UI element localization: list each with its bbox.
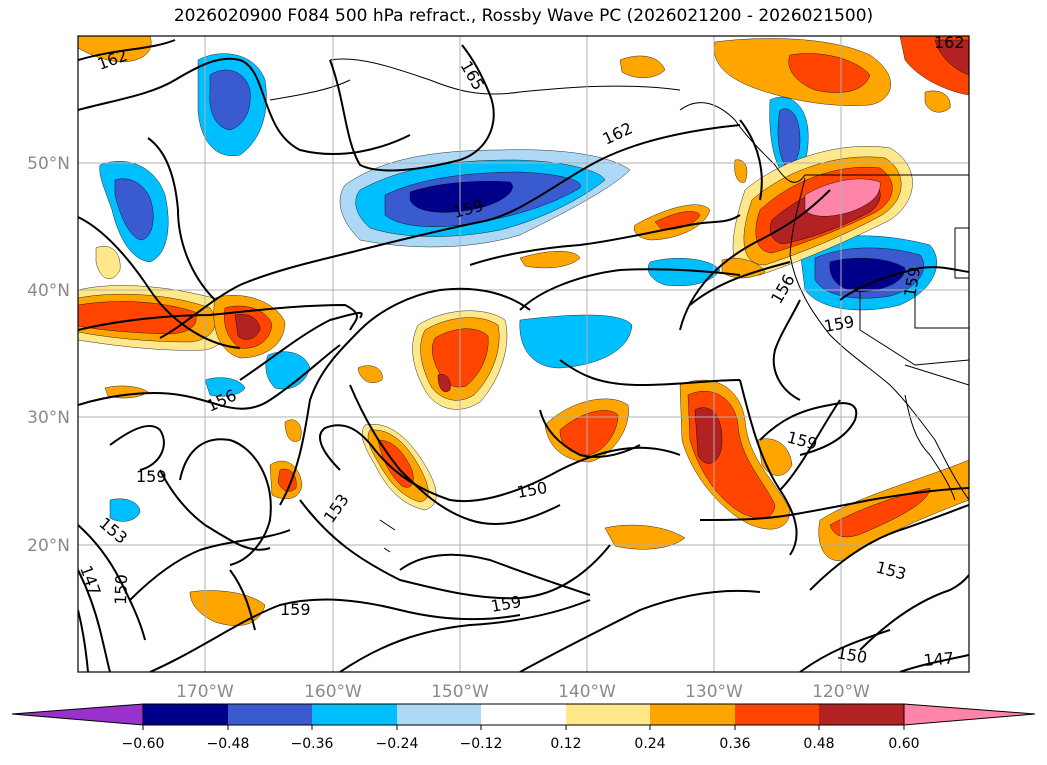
colorbar-extend-min [11, 703, 144, 726]
colorbar-tick-label: −0.36 [291, 736, 334, 752]
colorbar-segment [397, 704, 481, 725]
colorbar-tick-label: −0.48 [207, 736, 250, 752]
contour-label: 159 [280, 600, 311, 619]
map-canvas [78, 36, 969, 672]
colorbar-tick-label: −0.60 [122, 736, 165, 752]
contour-label: 147 [923, 648, 955, 670]
lat-label: 30°N [27, 408, 70, 428]
lat-label: 50°N [27, 154, 70, 174]
colorbar-segment [228, 704, 312, 725]
lat-label: 40°N [27, 281, 70, 301]
colorbar-segment [312, 704, 397, 725]
contour-label: 162 [934, 33, 965, 52]
colorbar-tick-label: −0.24 [376, 736, 419, 752]
colorbar-tick-label: 0.60 [888, 736, 919, 752]
colorbar-tick-label: 0.36 [719, 736, 750, 752]
longitude-labels: 170°W 160°W 150°W 140°W 130°W 120°W [176, 682, 870, 702]
lon-label: 120°W [812, 682, 870, 702]
lon-label: 150°W [431, 682, 489, 702]
lon-label: 130°W [685, 682, 743, 702]
colorbar-segment [143, 704, 228, 725]
refractivity-contours [78, 39, 969, 672]
colorbar: −0.60 −0.48 −0.36 −0.24 −0.12 0.12 0.24 … [11, 703, 1036, 752]
lon-label: 160°W [304, 682, 362, 702]
colorbar-segment [566, 704, 650, 725]
lon-label: 170°W [176, 682, 234, 702]
coastlines [269, 58, 969, 553]
gridlines [78, 36, 969, 672]
lat-label: 20°N [27, 536, 70, 556]
colorbar-tick-label: 0.24 [634, 736, 665, 752]
colorbar-segment [735, 704, 819, 725]
lon-label: 140°W [558, 682, 616, 702]
colorbar-extend-max [903, 703, 1036, 726]
contour-label: 159 [136, 467, 167, 486]
map-frame [77, 35, 970, 673]
colorbar-tick-label: 0.12 [550, 736, 581, 752]
latitude-labels: 50°N 40°N 30°N 20°N [27, 154, 70, 556]
colorbar-segment [481, 704, 566, 725]
colorbar-segment [650, 704, 735, 725]
map-title: 2026020900 F084 500 hPa refract., Rossby… [173, 6, 874, 26]
contour-label: 150 [111, 574, 131, 605]
colorbar-segment [819, 704, 904, 725]
colorbar-tick-label: 0.48 [803, 736, 834, 752]
colorbar-tick-label: −0.12 [460, 736, 503, 752]
